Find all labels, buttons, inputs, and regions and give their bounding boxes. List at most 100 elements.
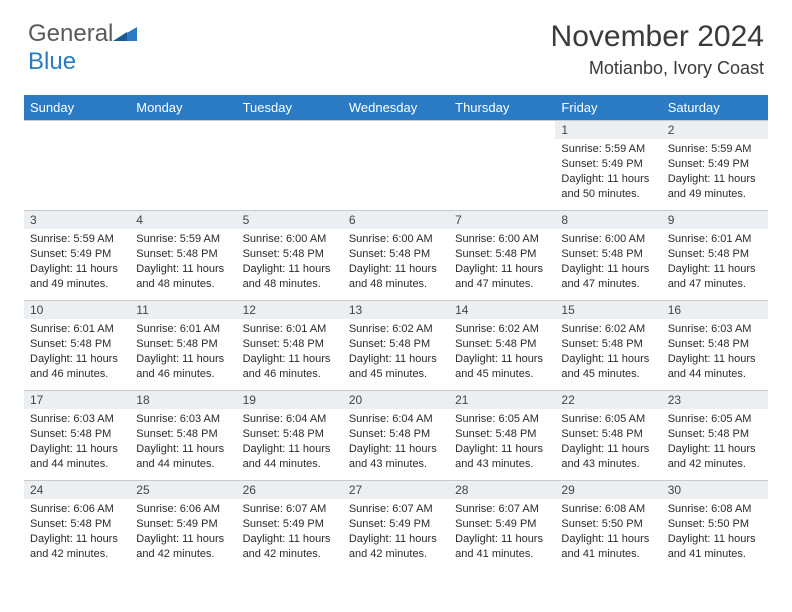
day-number: 19 xyxy=(237,391,343,409)
day-content: Sunrise: 6:03 AMSunset: 5:48 PMDaylight:… xyxy=(130,409,236,471)
day-content: Sunrise: 6:03 AMSunset: 5:48 PMDaylight:… xyxy=(662,319,768,381)
logo: General Blue xyxy=(28,20,137,76)
day-content xyxy=(449,125,555,128)
calendar-cell: 17Sunrise: 6:03 AMSunset: 5:48 PMDayligh… xyxy=(24,391,130,481)
calendar-cell: 26Sunrise: 6:07 AMSunset: 5:49 PMDayligh… xyxy=(237,481,343,571)
day-number: 7 xyxy=(449,211,555,229)
calendar-cell: 19Sunrise: 6:04 AMSunset: 5:48 PMDayligh… xyxy=(237,391,343,481)
calendar-cell xyxy=(130,121,236,211)
day-content xyxy=(237,125,343,128)
day-number: 25 xyxy=(130,481,236,499)
day-content: Sunrise: 6:05 AMSunset: 5:48 PMDaylight:… xyxy=(662,409,768,471)
logo-word-2: Blue xyxy=(28,48,76,75)
day-number: 28 xyxy=(449,481,555,499)
day-content: Sunrise: 5:59 AMSunset: 5:49 PMDaylight:… xyxy=(555,139,661,201)
calendar-cell: 14Sunrise: 6:02 AMSunset: 5:48 PMDayligh… xyxy=(449,301,555,391)
day-number: 24 xyxy=(24,481,130,499)
day-content: Sunrise: 6:02 AMSunset: 5:48 PMDaylight:… xyxy=(343,319,449,381)
calendar-cell: 4Sunrise: 5:59 AMSunset: 5:48 PMDaylight… xyxy=(130,211,236,301)
day-number: 21 xyxy=(449,391,555,409)
weekday-header: Wednesday xyxy=(343,95,449,121)
calendar-cell: 9Sunrise: 6:01 AMSunset: 5:48 PMDaylight… xyxy=(662,211,768,301)
location: Motianbo, Ivory Coast xyxy=(551,58,764,79)
day-number: 26 xyxy=(237,481,343,499)
calendar-cell: 10Sunrise: 6:01 AMSunset: 5:48 PMDayligh… xyxy=(24,301,130,391)
day-content: Sunrise: 6:07 AMSunset: 5:49 PMDaylight:… xyxy=(343,499,449,561)
day-number: 8 xyxy=(555,211,661,229)
day-content: Sunrise: 6:01 AMSunset: 5:48 PMDaylight:… xyxy=(24,319,130,381)
day-content: Sunrise: 6:06 AMSunset: 5:49 PMDaylight:… xyxy=(130,499,236,561)
calendar-cell: 6Sunrise: 6:00 AMSunset: 5:48 PMDaylight… xyxy=(343,211,449,301)
calendar-cell: 27Sunrise: 6:07 AMSunset: 5:49 PMDayligh… xyxy=(343,481,449,571)
calendar-cell: 30Sunrise: 6:08 AMSunset: 5:50 PMDayligh… xyxy=(662,481,768,571)
calendar-week-row: 1Sunrise: 5:59 AMSunset: 5:49 PMDaylight… xyxy=(24,121,768,211)
day-content: Sunrise: 6:00 AMSunset: 5:48 PMDaylight:… xyxy=(449,229,555,291)
day-content: Sunrise: 6:05 AMSunset: 5:48 PMDaylight:… xyxy=(555,409,661,471)
day-number: 9 xyxy=(662,211,768,229)
day-content: Sunrise: 6:00 AMSunset: 5:48 PMDaylight:… xyxy=(555,229,661,291)
calendar-week-row: 17Sunrise: 6:03 AMSunset: 5:48 PMDayligh… xyxy=(24,391,768,481)
day-number: 27 xyxy=(343,481,449,499)
logo-word-1: General xyxy=(28,20,113,47)
calendar-cell: 12Sunrise: 6:01 AMSunset: 5:48 PMDayligh… xyxy=(237,301,343,391)
calendar-cell: 22Sunrise: 6:05 AMSunset: 5:48 PMDayligh… xyxy=(555,391,661,481)
calendar-cell xyxy=(237,121,343,211)
calendar-cell: 23Sunrise: 6:05 AMSunset: 5:48 PMDayligh… xyxy=(662,391,768,481)
calendar-cell xyxy=(449,121,555,211)
day-content: Sunrise: 6:03 AMSunset: 5:48 PMDaylight:… xyxy=(24,409,130,471)
day-number: 14 xyxy=(449,301,555,319)
day-content: Sunrise: 6:08 AMSunset: 5:50 PMDaylight:… xyxy=(662,499,768,561)
day-content: Sunrise: 6:08 AMSunset: 5:50 PMDaylight:… xyxy=(555,499,661,561)
day-number: 22 xyxy=(555,391,661,409)
day-content: Sunrise: 6:01 AMSunset: 5:48 PMDaylight:… xyxy=(130,319,236,381)
calendar-cell: 24Sunrise: 6:06 AMSunset: 5:48 PMDayligh… xyxy=(24,481,130,571)
day-content: Sunrise: 6:07 AMSunset: 5:49 PMDaylight:… xyxy=(237,499,343,561)
weekday-header: Monday xyxy=(130,95,236,121)
day-number: 29 xyxy=(555,481,661,499)
day-number: 3 xyxy=(24,211,130,229)
month-title: November 2024 xyxy=(551,20,764,54)
weekday-header: Tuesday xyxy=(237,95,343,121)
calendar-cell: 20Sunrise: 6:04 AMSunset: 5:48 PMDayligh… xyxy=(343,391,449,481)
day-content: Sunrise: 6:07 AMSunset: 5:49 PMDaylight:… xyxy=(449,499,555,561)
day-content: Sunrise: 6:06 AMSunset: 5:48 PMDaylight:… xyxy=(24,499,130,561)
day-number: 1 xyxy=(555,121,661,139)
day-content: Sunrise: 6:00 AMSunset: 5:48 PMDaylight:… xyxy=(343,229,449,291)
calendar-cell: 29Sunrise: 6:08 AMSunset: 5:50 PMDayligh… xyxy=(555,481,661,571)
calendar-cell xyxy=(24,121,130,211)
header: General Blue November 2024 Motianbo, Ivo… xyxy=(0,0,792,85)
day-content: Sunrise: 6:02 AMSunset: 5:48 PMDaylight:… xyxy=(449,319,555,381)
day-number: 20 xyxy=(343,391,449,409)
day-number: 16 xyxy=(662,301,768,319)
day-content: Sunrise: 6:01 AMSunset: 5:48 PMDaylight:… xyxy=(662,229,768,291)
calendar-week-row: 24Sunrise: 6:06 AMSunset: 5:48 PMDayligh… xyxy=(24,481,768,571)
calendar-cell: 7Sunrise: 6:00 AMSunset: 5:48 PMDaylight… xyxy=(449,211,555,301)
weekday-header-row: Sunday Monday Tuesday Wednesday Thursday… xyxy=(24,95,768,121)
calendar-cell: 25Sunrise: 6:06 AMSunset: 5:49 PMDayligh… xyxy=(130,481,236,571)
calendar-cell: 3Sunrise: 5:59 AMSunset: 5:49 PMDaylight… xyxy=(24,211,130,301)
day-content: Sunrise: 6:05 AMSunset: 5:48 PMDaylight:… xyxy=(449,409,555,471)
calendar-table: Sunday Monday Tuesday Wednesday Thursday… xyxy=(24,95,768,571)
day-content: Sunrise: 6:04 AMSunset: 5:48 PMDaylight:… xyxy=(237,409,343,471)
day-number: 11 xyxy=(130,301,236,319)
day-number: 13 xyxy=(343,301,449,319)
day-content: Sunrise: 6:00 AMSunset: 5:48 PMDaylight:… xyxy=(237,229,343,291)
calendar-cell: 21Sunrise: 6:05 AMSunset: 5:48 PMDayligh… xyxy=(449,391,555,481)
day-content xyxy=(343,125,449,128)
day-number: 4 xyxy=(130,211,236,229)
day-number: 6 xyxy=(343,211,449,229)
day-number: 23 xyxy=(662,391,768,409)
day-content xyxy=(24,125,130,128)
calendar-week-row: 3Sunrise: 5:59 AMSunset: 5:49 PMDaylight… xyxy=(24,211,768,301)
calendar-cell: 11Sunrise: 6:01 AMSunset: 5:48 PMDayligh… xyxy=(130,301,236,391)
day-content: Sunrise: 5:59 AMSunset: 5:49 PMDaylight:… xyxy=(662,139,768,201)
day-number: 17 xyxy=(24,391,130,409)
calendar-cell: 13Sunrise: 6:02 AMSunset: 5:48 PMDayligh… xyxy=(343,301,449,391)
day-content xyxy=(130,125,236,128)
calendar-cell: 18Sunrise: 6:03 AMSunset: 5:48 PMDayligh… xyxy=(130,391,236,481)
day-number: 18 xyxy=(130,391,236,409)
weekday-header: Thursday xyxy=(449,95,555,121)
calendar-cell: 1Sunrise: 5:59 AMSunset: 5:49 PMDaylight… xyxy=(555,121,661,211)
day-content: Sunrise: 5:59 AMSunset: 5:49 PMDaylight:… xyxy=(24,229,130,291)
title-block: November 2024 Motianbo, Ivory Coast xyxy=(551,20,764,79)
